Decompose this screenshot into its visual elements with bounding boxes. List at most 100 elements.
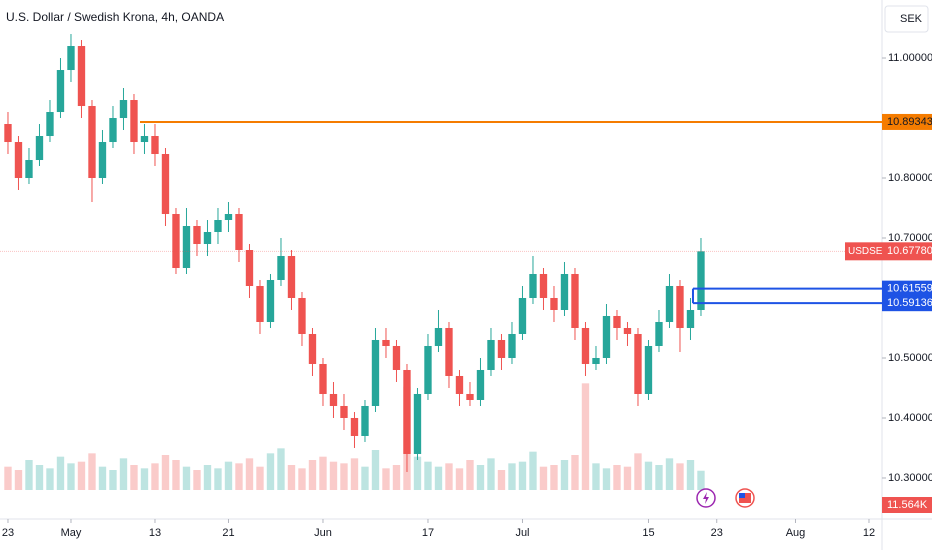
volume-bar xyxy=(676,463,684,490)
candle-body xyxy=(56,70,65,113)
y-tick-label: 11.00000 xyxy=(888,52,932,64)
volume-bar xyxy=(161,455,170,490)
volume-bar xyxy=(35,465,44,490)
candle-body xyxy=(487,339,495,370)
volume-bar xyxy=(319,456,327,490)
x-tick-label: 23 xyxy=(711,527,723,539)
volume-bar xyxy=(424,461,432,490)
y-tick-label: 10.30000 xyxy=(888,472,932,484)
candle-body xyxy=(581,327,590,364)
volume-bar xyxy=(613,465,621,490)
volume-bar xyxy=(560,460,569,490)
volume-bar xyxy=(497,470,506,490)
candle-body xyxy=(77,46,86,107)
candle-body xyxy=(445,327,453,376)
y-tick-label: 10.80000 xyxy=(888,172,932,184)
volume-bar xyxy=(508,463,516,490)
volume-bar xyxy=(686,460,695,490)
candle-body xyxy=(455,375,464,394)
volume-bar xyxy=(14,470,23,490)
candle-body xyxy=(508,333,516,358)
volume-bar xyxy=(130,465,138,490)
volume-bar xyxy=(298,468,306,490)
volume-bar xyxy=(287,465,296,490)
candle-body xyxy=(602,315,611,358)
volume-bar xyxy=(4,466,12,490)
volume-bar xyxy=(634,453,642,490)
candle-body xyxy=(88,106,96,179)
candle-body xyxy=(550,297,558,310)
candle-body xyxy=(539,273,548,298)
candle-body xyxy=(518,297,527,334)
volume-label: 11.564K xyxy=(887,499,928,511)
volume-bar xyxy=(592,463,600,490)
volume-bar xyxy=(88,453,96,490)
currency-button[interactable] xyxy=(884,5,929,33)
candle-body xyxy=(25,160,33,179)
volume-bar xyxy=(67,463,75,490)
level-label: 10.89343 xyxy=(887,116,932,128)
candle-body xyxy=(67,46,75,71)
level-tag xyxy=(882,295,932,312)
x-tick-label: 12 xyxy=(863,527,875,539)
volume-bar xyxy=(182,466,191,490)
volume-bar xyxy=(277,448,285,490)
candle-body xyxy=(644,345,653,394)
volume-bar xyxy=(140,468,149,490)
x-tick-label: Aug xyxy=(786,527,806,539)
volume-bar xyxy=(172,460,180,490)
candle-body xyxy=(686,309,695,328)
volume-bar xyxy=(529,451,537,490)
volume-bar xyxy=(413,456,422,490)
volume-bar xyxy=(235,463,243,490)
candle-body xyxy=(287,256,296,298)
candle-body xyxy=(277,256,285,280)
candle-body xyxy=(329,393,338,406)
level-label: 10.61559 xyxy=(887,283,932,295)
last-price-tag xyxy=(882,242,932,261)
volume-bar xyxy=(308,460,317,490)
chart-title: U.S. Dollar / Swedish Krona, 4h, OANDA xyxy=(6,10,224,24)
candle-body xyxy=(172,214,180,268)
volume-bar xyxy=(350,458,359,490)
candle-body xyxy=(371,339,380,406)
candle-body xyxy=(571,273,579,328)
volume-bar xyxy=(151,463,159,490)
volume-bar xyxy=(518,461,527,490)
volume-bar xyxy=(571,455,579,490)
volume-bar xyxy=(697,470,705,490)
volume-bar xyxy=(550,465,558,490)
candle-body xyxy=(109,118,117,143)
candle-body xyxy=(14,142,23,179)
volume-bar xyxy=(193,470,201,490)
volume-bar xyxy=(665,458,674,490)
volume-tag xyxy=(882,497,932,513)
volume-bar xyxy=(655,465,663,490)
candle-body xyxy=(98,142,107,179)
candle-body xyxy=(403,369,411,454)
candle-body xyxy=(434,327,443,346)
candle-body xyxy=(182,226,191,268)
x-tick-label: Jun xyxy=(314,527,332,539)
candle-body xyxy=(392,345,401,370)
candle-body xyxy=(476,369,485,400)
volume-bar xyxy=(266,453,275,490)
y-tick-label: 10.50000 xyxy=(888,352,932,364)
candle-body xyxy=(224,214,233,221)
candle-body xyxy=(308,333,317,364)
y-tick-label: 10.70000 xyxy=(888,232,932,244)
volume-bar xyxy=(340,463,348,490)
volume-bar xyxy=(25,460,33,490)
level-tag xyxy=(882,280,932,297)
volume-bar xyxy=(581,383,590,490)
y-tick-label: 10.40000 xyxy=(888,412,932,424)
candle-body xyxy=(256,285,264,322)
candle-body xyxy=(361,405,369,436)
level-tag xyxy=(882,113,932,130)
candle-body xyxy=(46,112,54,137)
volume-bar xyxy=(371,450,380,490)
volume-bar xyxy=(445,463,453,490)
x-tick-label: 13 xyxy=(149,527,161,539)
volume-bar xyxy=(245,458,254,490)
